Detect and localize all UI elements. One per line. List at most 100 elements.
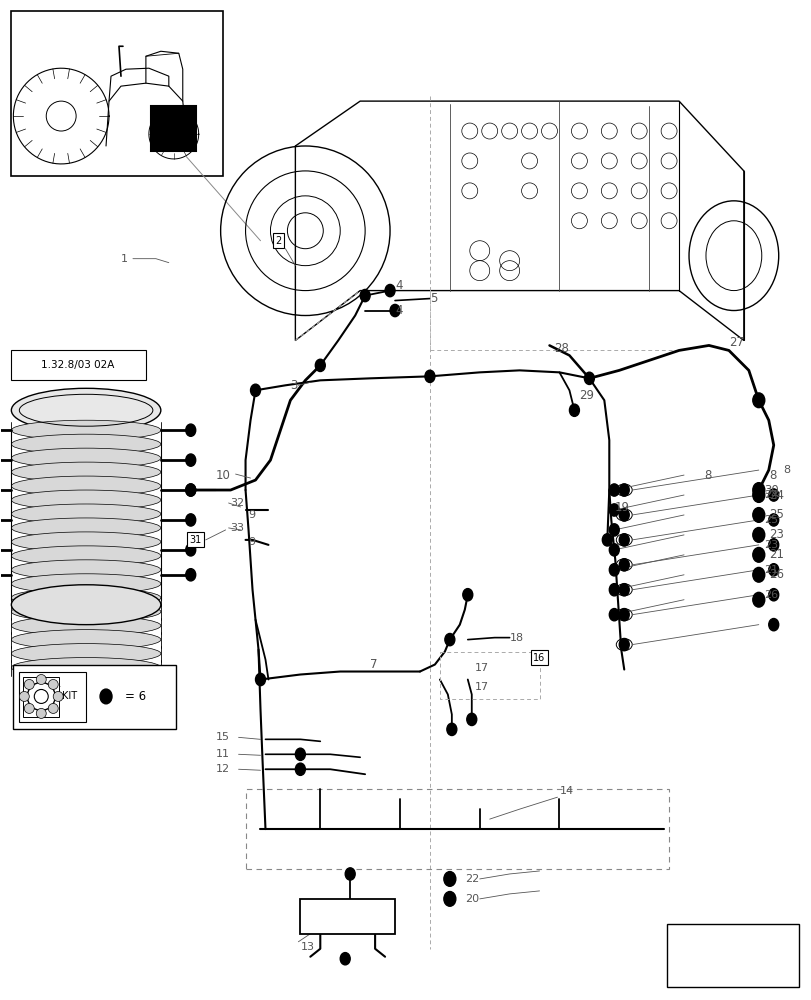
Circle shape — [608, 584, 619, 596]
Text: 8: 8 — [783, 465, 790, 475]
Text: 28: 28 — [554, 342, 569, 355]
Circle shape — [752, 567, 764, 582]
Ellipse shape — [11, 560, 161, 580]
Circle shape — [466, 713, 476, 726]
Circle shape — [186, 484, 195, 496]
Text: 14: 14 — [559, 786, 573, 796]
Circle shape — [619, 638, 629, 651]
Circle shape — [602, 534, 611, 546]
Text: 21: 21 — [763, 565, 777, 575]
Circle shape — [752, 547, 764, 562]
Ellipse shape — [11, 518, 161, 538]
Circle shape — [584, 372, 594, 384]
Text: 9: 9 — [248, 537, 255, 547]
Text: 31: 31 — [189, 535, 202, 545]
Text: 2: 2 — [275, 236, 281, 246]
Text: 13: 13 — [300, 942, 314, 952]
Circle shape — [446, 723, 457, 736]
Ellipse shape — [11, 585, 161, 625]
Circle shape — [768, 489, 778, 501]
Circle shape — [752, 483, 764, 497]
Text: 33: 33 — [230, 523, 244, 533]
Circle shape — [360, 289, 370, 302]
Text: 23: 23 — [763, 540, 777, 550]
Text: 24: 24 — [768, 489, 783, 502]
Circle shape — [608, 564, 619, 576]
Text: 17: 17 — [474, 682, 488, 692]
Ellipse shape — [48, 679, 58, 689]
Bar — [19, 672, 86, 722]
Text: 23: 23 — [768, 528, 783, 541]
Circle shape — [100, 689, 112, 704]
Ellipse shape — [11, 644, 161, 664]
Circle shape — [255, 673, 265, 686]
Text: 32: 32 — [230, 498, 244, 508]
Ellipse shape — [36, 675, 46, 684]
Ellipse shape — [11, 588, 161, 608]
Circle shape — [444, 633, 454, 646]
Text: 22: 22 — [464, 874, 478, 884]
Ellipse shape — [19, 691, 29, 701]
Text: 15: 15 — [216, 732, 230, 742]
Circle shape — [619, 509, 629, 521]
Ellipse shape — [11, 532, 161, 552]
Text: 4: 4 — [394, 304, 402, 317]
Text: 8: 8 — [703, 469, 710, 482]
Circle shape — [608, 504, 619, 516]
Text: 26: 26 — [768, 568, 783, 581]
Ellipse shape — [11, 434, 161, 454]
Text: 3: 3 — [290, 379, 298, 392]
Text: 4: 4 — [394, 279, 402, 292]
Text: 12: 12 — [216, 764, 230, 774]
Bar — [300, 899, 394, 934]
Text: 25: 25 — [768, 508, 783, 521]
Ellipse shape — [11, 504, 161, 524]
Circle shape — [444, 872, 455, 886]
Text: 17: 17 — [474, 663, 488, 673]
Circle shape — [444, 892, 455, 906]
Bar — [11, 350, 146, 380]
Ellipse shape — [24, 703, 34, 713]
Bar — [667, 924, 798, 987]
Text: 20: 20 — [464, 894, 478, 904]
Ellipse shape — [11, 546, 161, 566]
Bar — [151, 106, 195, 151]
Ellipse shape — [34, 689, 48, 703]
Circle shape — [768, 564, 778, 576]
Text: 1: 1 — [121, 254, 128, 264]
Ellipse shape — [48, 703, 58, 713]
Ellipse shape — [11, 462, 161, 482]
Text: 18: 18 — [509, 633, 523, 643]
Circle shape — [619, 534, 629, 546]
Circle shape — [186, 544, 195, 556]
Circle shape — [569, 404, 579, 416]
Circle shape — [752, 393, 764, 408]
Circle shape — [619, 559, 629, 571]
Text: 26: 26 — [763, 590, 777, 600]
Circle shape — [186, 514, 195, 526]
Ellipse shape — [11, 448, 161, 468]
Circle shape — [186, 454, 195, 466]
Circle shape — [186, 569, 195, 581]
Ellipse shape — [11, 388, 161, 432]
Circle shape — [768, 589, 778, 601]
Circle shape — [619, 484, 629, 496]
Circle shape — [315, 359, 325, 372]
Text: 21: 21 — [768, 548, 783, 561]
Text: 11: 11 — [216, 749, 230, 759]
Ellipse shape — [11, 420, 161, 440]
Bar — [24, 677, 59, 717]
Text: 30: 30 — [763, 484, 778, 497]
Text: 25: 25 — [763, 515, 777, 525]
Circle shape — [608, 524, 619, 536]
Bar — [245, 789, 668, 869]
Ellipse shape — [11, 574, 161, 594]
Text: = 6: = 6 — [125, 690, 146, 703]
Circle shape — [752, 592, 764, 607]
Text: KIT: KIT — [62, 691, 76, 701]
Text: 1.32.8/03 02A: 1.32.8/03 02A — [41, 360, 114, 370]
Text: 24: 24 — [763, 490, 777, 500]
Circle shape — [345, 868, 354, 880]
Bar — [13, 665, 175, 729]
Circle shape — [462, 589, 472, 601]
